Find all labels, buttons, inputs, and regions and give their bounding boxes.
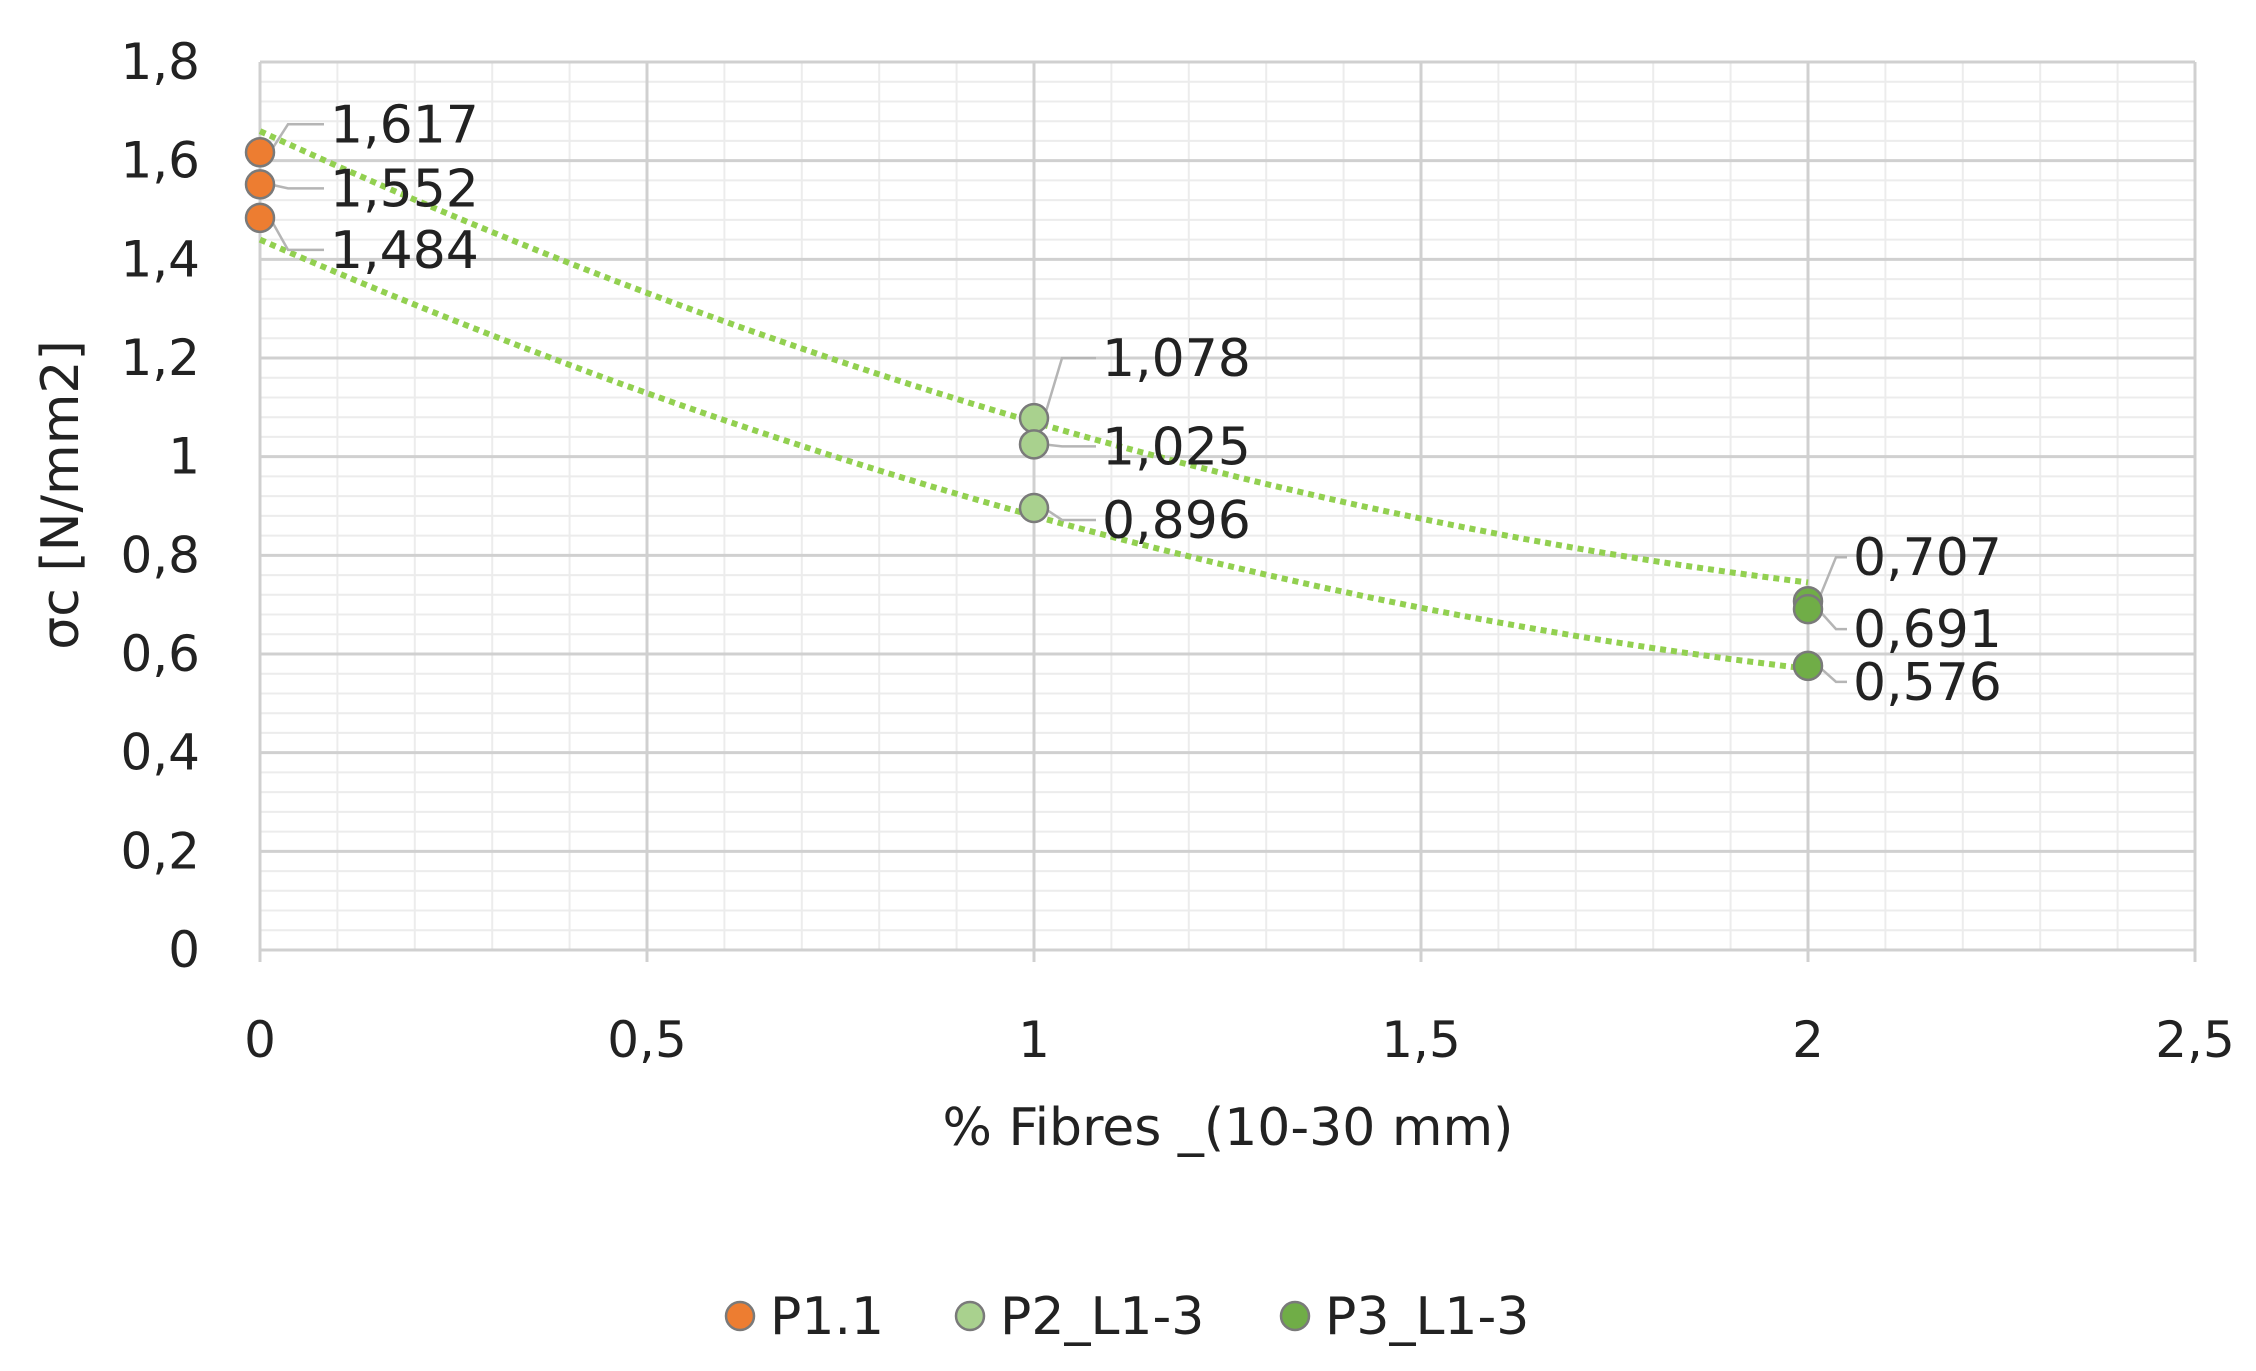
x-tick-label: 0: [244, 1011, 276, 1069]
label-leader-line: [1817, 608, 1847, 631]
data-label: 0,576: [1853, 653, 2002, 713]
label-leader-line: [1042, 356, 1096, 419]
data-label: 0,896: [1102, 491, 1251, 551]
data-label: 1,078: [1102, 329, 1251, 389]
x-axis-title: % Fibres _(10-30 mm): [943, 1098, 1514, 1158]
legend-marker: [954, 1300, 986, 1332]
label-leader-line: [268, 217, 324, 252]
trendline: [258, 236, 1809, 672]
x-axis-tick-labels: 0 0,5 1 1,5 2 2,5: [244, 1011, 2235, 1069]
y-tick-label: 0,6: [120, 625, 200, 683]
y-tick-label: 0,2: [120, 822, 200, 880]
label-leader-lines: [268, 123, 1847, 684]
major-gridlines: [258, 60, 2197, 962]
data-point: [1018, 402, 1050, 434]
y-tick-label: 1: [168, 428, 200, 486]
data-label: 1,617: [330, 95, 479, 155]
label-leader-line: [269, 183, 324, 190]
x-tick-label: 1: [1018, 1011, 1050, 1069]
legend-label: P3_L1-3: [1325, 1287, 1529, 1347]
y-axis-title: σc [N/mm2]: [31, 340, 91, 649]
legend-label: P2_L1-3: [1000, 1287, 1204, 1347]
y-tick-label: 1,8: [120, 33, 200, 91]
legend-marker: [1279, 1300, 1311, 1332]
data-point: [1018, 492, 1050, 524]
y-tick-label: 0,8: [120, 526, 200, 584]
y-tick-label: 1,4: [120, 230, 200, 288]
data-point: [1792, 593, 1824, 625]
data-label: 0,707: [1853, 528, 2002, 588]
y-tick-label: 0: [168, 921, 200, 979]
data-point: [1792, 650, 1824, 682]
data-label: 1,552: [330, 159, 479, 219]
y-tick-label: 1,6: [120, 132, 200, 190]
legend-marker: [724, 1300, 756, 1332]
data-label: 0,691: [1853, 600, 2002, 660]
label-leader-line: [1816, 555, 1847, 602]
label-leader-line: [1043, 443, 1096, 448]
legend: P1.1 P2_L1-3 P3_L1-3: [724, 1287, 1529, 1347]
data-label: 1,025: [1102, 417, 1251, 477]
label-leader-line: [1043, 506, 1096, 522]
minor-gridlines: [260, 62, 2195, 950]
x-tick-label: 2: [1792, 1011, 1824, 1069]
x-tick-label: 2,5: [2155, 1011, 2235, 1069]
data-point: [244, 202, 276, 234]
x-tick-label: 1,5: [1381, 1011, 1461, 1069]
data-label: 1,484: [330, 221, 479, 281]
data-points: [244, 137, 1824, 682]
legend-label: P1.1: [770, 1287, 884, 1347]
data-point: [244, 169, 276, 200]
data-point: [1018, 429, 1050, 460]
y-tick-label: 1,2: [120, 329, 200, 387]
y-axis-tick-labels: 0 0,2 0,4 0,6 0,8 1 1,2 1,4 1,6 1,8: [120, 33, 200, 979]
label-leader-line: [268, 123, 324, 153]
label-leader-line: [1817, 664, 1847, 684]
data-point: [244, 137, 276, 168]
x-tick-label: 0,5: [607, 1011, 687, 1069]
y-tick-label: 0,4: [120, 724, 200, 782]
